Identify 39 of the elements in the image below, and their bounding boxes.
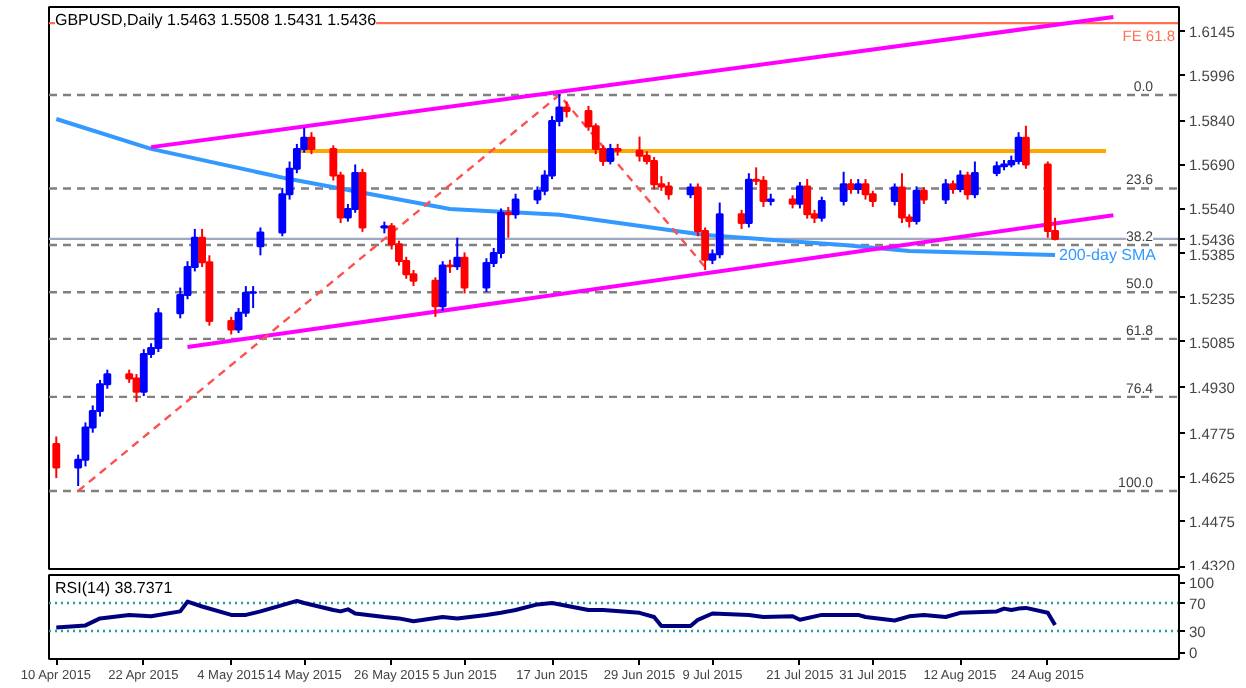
candlestick xyxy=(737,208,746,230)
chart-title: GBPUSD,Daily 1.5463 1.5508 1.5431 1.5436 xyxy=(55,11,378,29)
candlestick xyxy=(839,170,848,207)
series-label: 200-day SMA xyxy=(1059,246,1158,265)
line-series xyxy=(54,116,1058,258)
candlestick xyxy=(744,172,753,229)
candlestick xyxy=(438,260,447,313)
candlestick xyxy=(941,178,950,206)
candlestick xyxy=(956,169,965,194)
candlestick xyxy=(635,135,644,163)
candlestick xyxy=(817,195,826,223)
candlestick xyxy=(351,163,360,214)
line-series xyxy=(54,598,1058,630)
candlestick xyxy=(453,236,462,271)
candlestick xyxy=(1014,131,1023,166)
candlestick xyxy=(307,131,316,156)
candlestick xyxy=(431,276,440,318)
chart-title: RSI(14) 38.7371 xyxy=(55,579,174,597)
candlestick xyxy=(650,156,659,191)
candlestick xyxy=(139,348,148,398)
candlestick xyxy=(912,185,921,226)
candlestick xyxy=(154,307,163,354)
candlestick xyxy=(715,201,724,260)
candlestick xyxy=(497,207,505,260)
candlestick xyxy=(52,435,61,480)
candlestick xyxy=(898,172,906,225)
candlestick xyxy=(970,160,979,200)
candlestick xyxy=(256,226,265,257)
candlestick xyxy=(803,178,812,220)
candlestick xyxy=(795,181,804,210)
candlestick xyxy=(759,175,768,208)
candlestick xyxy=(132,373,141,403)
candlestick xyxy=(460,251,469,295)
candlestick xyxy=(504,205,513,239)
candlestick xyxy=(1021,124,1030,170)
candlestick xyxy=(861,178,870,201)
candlestick xyxy=(890,182,899,207)
candlestick xyxy=(606,142,615,166)
candlestick xyxy=(249,285,258,310)
